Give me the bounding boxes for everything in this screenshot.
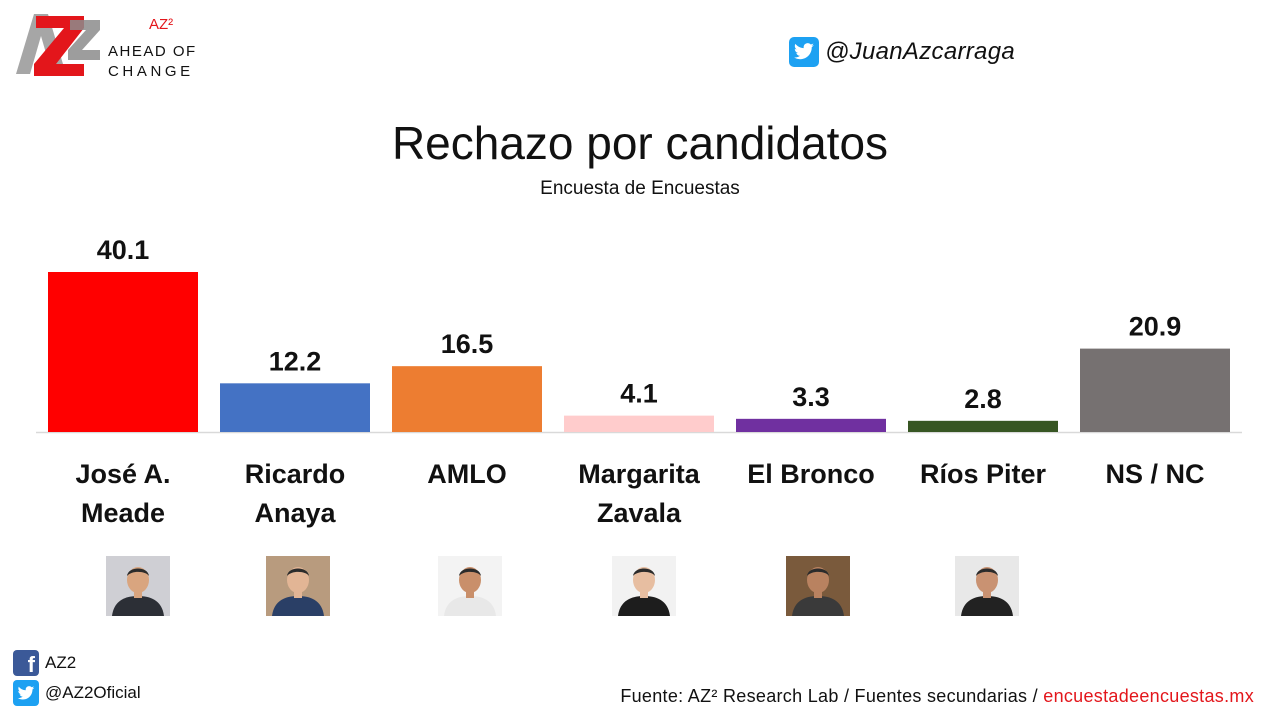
photo-amlo <box>438 556 502 616</box>
category-label-line: Margarita <box>578 459 700 489</box>
photo-ricardo-anaya <box>266 556 330 616</box>
source-link[interactable]: encuestadeencuestas.mx <box>1043 686 1254 706</box>
value-label-rios-piter: 2.8 <box>964 384 1002 414</box>
photo-jose-a-meade <box>106 556 170 616</box>
bar-rios-piter <box>908 420 1058 432</box>
facebook-link[interactable]: f AZ2 <box>13 648 141 678</box>
category-label-rios-piter: Ríos Piter <box>893 455 1073 494</box>
category-label-amlo: AMLO <box>377 455 557 494</box>
category-label-line: Ricardo <box>244 459 346 489</box>
value-label-amlo: 16.5 <box>441 329 494 359</box>
az2-logo-mark <box>16 14 100 76</box>
value-label-margarita-zavala: 4.1 <box>620 379 658 409</box>
category-label-line: Zavala <box>596 498 682 528</box>
category-label-ricardo-anaya: Ricardo Anaya <box>205 455 385 533</box>
bar-ricardo-anaya <box>220 383 370 432</box>
category-label-line: AMLO <box>427 459 507 489</box>
logo-line-2: CHANGE <box>108 63 194 80</box>
bar-amlo <box>392 366 542 432</box>
photo-margarita-zavala <box>612 556 676 616</box>
twitter-label: @AZ2Oficial <box>45 683 141 702</box>
category-label-el-bronco: El Bronco <box>721 455 901 494</box>
bar-margarita-zavala <box>564 415 714 432</box>
source-note: Fuente: AZ² Research Lab / Fuentes secun… <box>620 686 1254 707</box>
twitter-icon <box>13 680 39 706</box>
category-label-line: El Bronco <box>747 459 875 489</box>
author-twitter[interactable]: @JuanAzcarraga <box>789 37 1015 67</box>
social-links: f AZ2 @AZ2Oficial <box>13 648 141 708</box>
photo-el-bronco <box>786 556 850 616</box>
category-label-ns-nc: NS / NC <box>1065 455 1245 494</box>
value-label-jose-a-meade: 40.1 <box>97 235 150 265</box>
category-label-line: NS / NC <box>1105 459 1205 489</box>
bar-ns-nc <box>1080 348 1230 432</box>
chart-subtitle: Encuesta de Encuestas <box>540 178 740 199</box>
category-label-line: Anaya <box>254 498 336 528</box>
chart-title: Rechazo por candidatos <box>391 117 889 169</box>
category-label-line: Meade <box>80 498 166 528</box>
az2-logo: AZ² AHEAD OF CHANGE <box>12 10 202 80</box>
value-label-ns-nc: 20.9 <box>1129 312 1182 342</box>
value-label-el-bronco: 3.3 <box>792 382 830 412</box>
author-twitter-handle: @JuanAzcarraga <box>825 38 1015 65</box>
category-label-line: José A. <box>75 459 171 489</box>
bar-el-bronco <box>736 418 886 432</box>
bar-jose-a-meade <box>48 272 198 432</box>
category-label-line: Ríos Piter <box>919 459 1047 489</box>
twitter-icon <box>789 37 819 67</box>
photo-rios-piter <box>955 556 1019 616</box>
category-label-margarita-zavala: Margarita Zavala <box>549 455 729 533</box>
logo-line-1: AHEAD OF <box>108 43 197 60</box>
category-label-jose-a-meade: José A. Meade <box>33 455 213 533</box>
twitter-link[interactable]: @AZ2Oficial <box>13 678 141 708</box>
value-label-ricardo-anaya: 12.2 <box>269 346 322 376</box>
logo-superscript: AZ² <box>149 16 174 33</box>
facebook-icon: f <box>13 650 39 677</box>
source-prefix: Fuente: AZ² Research Lab / Fuentes secun… <box>620 686 1038 706</box>
facebook-label: AZ2 <box>45 653 77 672</box>
